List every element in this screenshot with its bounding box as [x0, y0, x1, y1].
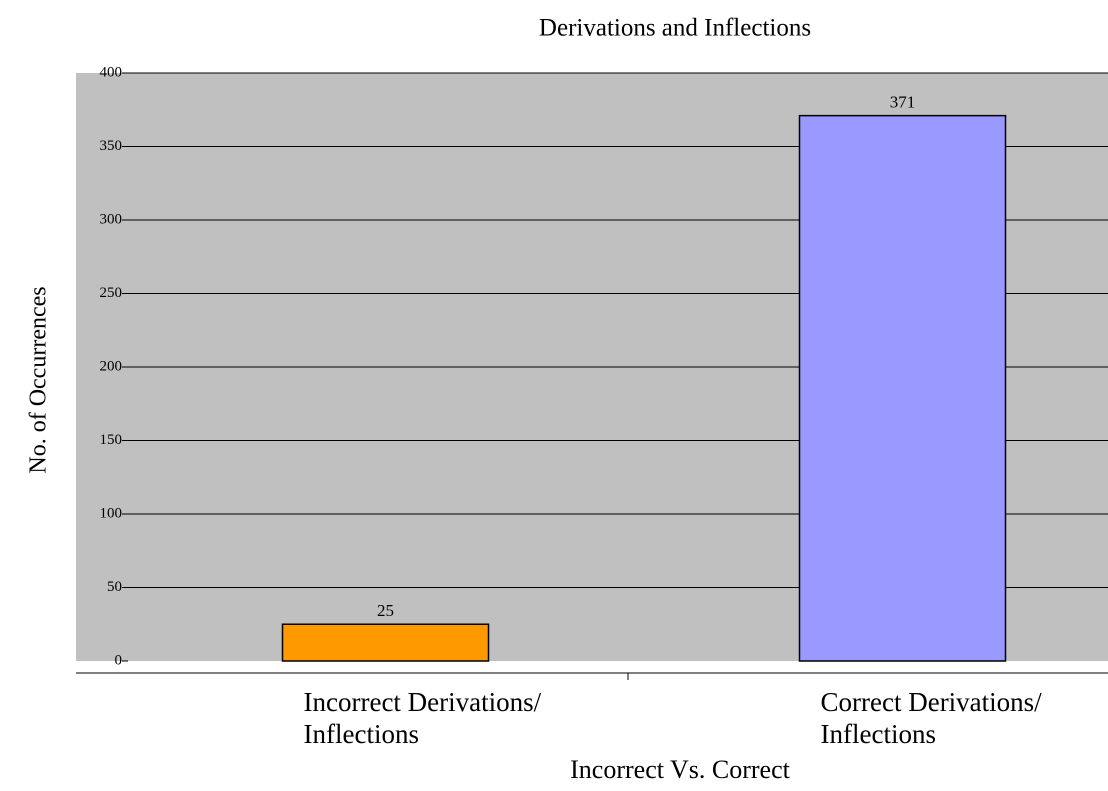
y-axis-title: No. of Occurrences	[26, 286, 52, 473]
bar	[798, 114, 1007, 662]
y-tick-label: 200	[100, 358, 123, 374]
chart-title: Derivations and Inflections	[539, 15, 811, 42]
data-label: 371	[890, 93, 916, 112]
y-tick-label: 0	[115, 652, 123, 668]
y-tick-label: 150	[100, 432, 123, 448]
y-tick-label: 300	[100, 211, 123, 227]
x-axis-title: Incorrect Vs. Correct	[570, 755, 790, 784]
y-tick-label: 350	[100, 138, 123, 154]
bar	[281, 623, 490, 662]
data-label: 25	[377, 601, 394, 620]
x-tick-label: Incorrect Derivations/ Inflections	[303, 687, 542, 749]
y-tick-label: 250	[100, 285, 123, 301]
x-tick-label: Correct Derivations/ Inflections	[820, 687, 1042, 749]
y-tick-label: 100	[100, 505, 123, 521]
y-tick-label: 400	[100, 64, 123, 80]
y-tick-label: 50	[107, 579, 122, 595]
